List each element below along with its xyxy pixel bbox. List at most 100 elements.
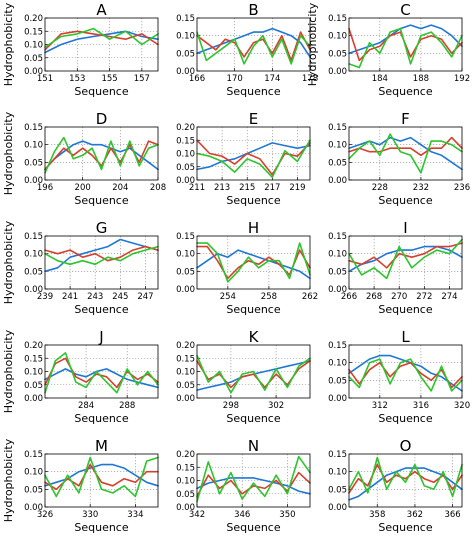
y-tick-label: 0.15 (176, 354, 195, 364)
y-tick-label: 0.00 (24, 394, 43, 404)
x-tick-label: 157 (134, 74, 150, 84)
x-tick-label: 236 (454, 183, 470, 193)
y-tick-label: 0.15 (328, 123, 347, 133)
y-tick-label: 0.20 (176, 123, 195, 133)
x-tick-label: 302 (268, 401, 284, 411)
y-tick-label: 0.00 (176, 394, 195, 404)
panel-title-c: C (400, 1, 410, 19)
series-line-green (196, 31, 311, 65)
x-tick-label: 232 (413, 183, 429, 193)
panel-title-d: D (96, 110, 108, 128)
panel-title-a: A (96, 1, 107, 19)
x-axis-label: Sequence (226, 85, 280, 98)
y-tick-label: 0.15 (176, 463, 195, 473)
y-tick-label: 0.05 (328, 49, 347, 59)
y-tick-label: 0.05 (176, 267, 195, 277)
x-tick-label: 298 (223, 401, 239, 411)
y-tick-label: 0.10 (24, 468, 43, 478)
y-tick-label: 0.20 (176, 450, 195, 460)
axes-frame (44, 344, 159, 399)
x-axis-label: Sequence (378, 85, 432, 98)
y-tick-label: 0.10 (24, 368, 43, 378)
y-tick-label: 0.15 (328, 14, 347, 24)
y-tick-label: 0.10 (24, 141, 43, 151)
series-line-red (348, 463, 463, 494)
x-tick-label: 350 (279, 510, 295, 520)
series-line-green (44, 456, 159, 498)
y-tick-label: 0.20 (24, 341, 43, 351)
y-tick-label: 0.15 (176, 232, 195, 242)
y-tick-label: 0.15 (328, 450, 347, 460)
series-line-red (196, 31, 311, 62)
y-tick-label: 0.05 (24, 381, 43, 391)
panel-a: A 0.00 0.05 0.10 0.15 0.20 151 153 155 157 Sequenc… (2, 1, 159, 98)
series-line-green (196, 139, 311, 179)
panel-title-g: G (96, 219, 108, 237)
x-axis-label: Sequence (378, 303, 432, 316)
y-tick-label: 0.15 (176, 136, 195, 146)
y-tick-label: 0.10 (328, 141, 347, 151)
panel-title-m: M (95, 437, 108, 455)
y-tick-label: 0.10 (328, 32, 347, 42)
x-tick-label: 245 (112, 292, 128, 302)
y-tick-label: 0.05 (328, 376, 347, 386)
y-tick-label: 0.05 (176, 163, 195, 173)
series-line-red (44, 245, 159, 262)
y-tick-label: 0.15 (24, 354, 43, 364)
series-line-red (44, 357, 159, 389)
x-axis-label: Sequence (226, 521, 280, 534)
x-tick-label: 211 (189, 183, 205, 193)
panel-title-i: I (403, 219, 407, 237)
x-tick-label: 155 (101, 74, 117, 84)
panel-e: E 0.00 0.05 0.10 0.15 0.20 211 213 215 217 219 Sequ… (176, 110, 311, 207)
y-tick-label: 0.10 (176, 368, 195, 378)
x-axis-label: Sequence (74, 85, 128, 98)
x-tick-label: 346 (234, 510, 250, 520)
series-line-blue (44, 238, 159, 273)
y-axis-label: Hydrophobicity (2, 111, 15, 195)
x-tick-label: 342 (189, 510, 205, 520)
y-tick-label: 0.00 (24, 176, 43, 186)
axes-frame (348, 344, 463, 399)
x-tick-label: 268 (366, 292, 382, 302)
y-tick-label: 0.10 (176, 250, 195, 260)
series-line-blue (348, 245, 463, 273)
panel-title-b: B (248, 1, 258, 19)
x-tick-label: 178 (302, 74, 318, 84)
panel-c: C 0.00 0.05 0.10 0.15 184 188 192 Sequence Hydrop… (306, 1, 470, 98)
panel-h: H 0.00 0.05 0.10 0.15 254 258 262 Sequence (176, 219, 318, 316)
x-axis-label: Sequence (74, 412, 128, 425)
x-tick-label: 153 (69, 74, 85, 84)
y-tick-label: 0.00 (328, 394, 347, 404)
y-tick-label: 0.00 (176, 285, 195, 295)
panel-g: G 0.00 0.05 0.10 0.15 239 241 243 245 247 Sequence… (2, 219, 159, 316)
y-tick-label: 0.00 (176, 503, 195, 513)
panel-title-e: E (249, 110, 258, 128)
y-tick-label: 0.05 (328, 158, 347, 168)
x-tick-label: 219 (289, 183, 305, 193)
series-line-red (196, 139, 311, 176)
y-tick-label: 0.10 (328, 468, 347, 478)
series-line-blue (196, 142, 311, 171)
series-line-red (348, 361, 463, 389)
y-tick-label: 0.15 (328, 232, 347, 242)
x-tick-label: 192 (454, 74, 470, 84)
series-line-blue (44, 140, 159, 171)
y-tick-label: 0.15 (24, 123, 43, 133)
x-tick-label: 284 (78, 401, 94, 411)
x-axis-label: Sequence (378, 521, 432, 534)
x-tick-label: 217 (264, 183, 280, 193)
y-tick-label: 0.00 (328, 285, 347, 295)
y-tick-label: 0.10 (328, 359, 347, 369)
x-tick-label: 151 (37, 74, 53, 84)
x-tick-label: 204 (112, 183, 128, 193)
y-tick-label: 0.20 (24, 14, 43, 24)
series-line-blue (196, 27, 311, 58)
x-tick-label: 312 (372, 401, 388, 411)
series-line-red (348, 242, 463, 269)
y-tick-label: 0.00 (328, 176, 347, 186)
